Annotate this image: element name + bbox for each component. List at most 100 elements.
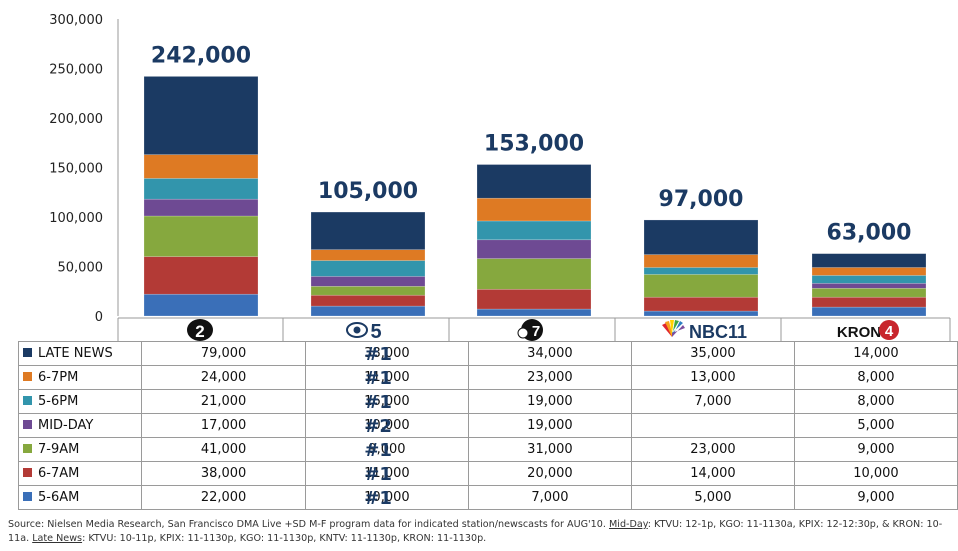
value-cell: 9,000: [793, 437, 958, 462]
value-cell: 8,000: [793, 365, 958, 390]
table-row: 6-7AM 38,000 #1 11,000 20,000 14,000 10,000: [17, 461, 958, 486]
value-cell: 14,000: [630, 461, 795, 486]
legend-label: 5-6PM: [38, 394, 79, 409]
value-cell: 31,000: [467, 437, 632, 462]
legend-cell: MID-DAY: [17, 413, 143, 438]
legend-swatch: [23, 348, 32, 357]
table-row: 5-6PM 21,000 #1 16,000 19,000 7,000 8,000: [17, 389, 958, 414]
value-cell: 16,000: [304, 389, 469, 414]
value-cell: 22,000 #1: [141, 485, 392, 510]
ktvu-logo-icon: 2: [187, 319, 213, 341]
nbc11-logo-icon: NBC11: [662, 320, 747, 342]
value-cell: 24,000 #1: [141, 365, 392, 390]
kron-logo-text: KRON: [837, 324, 881, 341]
legend-swatch: [23, 372, 32, 381]
value-cell: 7,000: [630, 389, 795, 414]
table-row: 5-6AM 22,000 #1 10,000 7,000 5,000 9,000: [17, 485, 958, 510]
bar-segment: [310, 294, 426, 307]
value-cell: 13,000: [630, 365, 795, 390]
midday-label: Mid-Day: [609, 519, 648, 530]
cbs5-logo-icon: 5: [346, 321, 382, 342]
legend-cell: 5-6AM: [17, 485, 143, 510]
value-cell: 19,000: [467, 389, 632, 414]
value-cell: 10,000: [793, 461, 958, 486]
bar-segment: [643, 219, 759, 255]
bar-segment: [643, 267, 759, 275]
value-cell: 8,000: [793, 389, 958, 414]
value-cell: 21,000 #1: [141, 389, 392, 414]
bar-segment: [143, 215, 259, 257]
value-cell: 17,000 #2: [141, 413, 392, 438]
legend-cell: 5-6PM: [17, 389, 143, 414]
value-cell: 34,000: [467, 341, 632, 366]
cell-value: 79,000: [200, 346, 247, 361]
bar-segment: [310, 305, 426, 317]
legend-swatch: [23, 396, 32, 405]
value-cell: 23,000: [630, 437, 795, 462]
bar-segment: [143, 256, 259, 295]
bar-segment: [476, 239, 592, 259]
bar-segment: [310, 211, 426, 250]
cbs5-logo-text: 5: [370, 321, 381, 342]
bar-segment: [310, 249, 426, 261]
bar-total-label: 97,000: [659, 187, 744, 212]
value-cell: 11,000: [304, 365, 469, 390]
y-tick-label: 50,000: [58, 261, 104, 276]
value-cell: 35,000: [630, 341, 795, 366]
value-cell: 10,000: [304, 413, 469, 438]
value-cell: [630, 413, 795, 438]
cell-value: 38,000: [200, 466, 247, 481]
y-tick-label: 300,000: [49, 13, 103, 28]
value-cell: 41,000 #1: [141, 437, 392, 462]
abc7-logo-text: 7: [532, 323, 540, 340]
cell-value: 24,000: [200, 370, 247, 385]
bar-segment: [811, 306, 927, 317]
rank-label: #1: [364, 488, 392, 509]
late-news-label: Late News: [32, 533, 83, 544]
source-text-3: : KTVU: 10-11p, KPIX: 11-1130p, KGO: 11-…: [82, 533, 487, 544]
legend-cell: LATE NEWS: [17, 341, 143, 366]
kron4-logo-icon: KRON 4: [837, 320, 899, 341]
rank-label: #1: [364, 464, 392, 485]
table-row: MID-DAY 17,000 #2 10,000 19,000 5,000: [17, 413, 958, 438]
y-tick-label: 150,000: [49, 162, 103, 177]
bar-segment: [476, 288, 592, 310]
value-cell: 38,000: [304, 341, 469, 366]
bar-segment: [476, 220, 592, 241]
data-table: LATE NEWS 79,000 #1 38,000 34,000 35,000 14,00…: [17, 341, 958, 510]
legend-cell: 7-9AM: [17, 437, 143, 462]
value-cell: 20,000: [467, 461, 632, 486]
cell-value: 22,000: [200, 490, 247, 505]
legend-label: 5-6AM: [38, 490, 80, 505]
table-row: 7-9AM 41,000 #1 9,000 31,000 23,000 9,000: [17, 437, 958, 462]
bar-segment: [476, 197, 592, 222]
legend-swatch: [23, 492, 32, 501]
rank-label: #2: [364, 416, 392, 437]
bar-segment: [811, 287, 927, 298]
y-tick-label: 200,000: [49, 112, 103, 127]
rank-label: #1: [364, 344, 392, 365]
bar-segment: [643, 296, 759, 312]
kron4-logo-text: 4: [885, 323, 894, 340]
rank-label: #1: [364, 392, 392, 413]
legend-cell: 6-7PM: [17, 365, 143, 390]
bar-total-label: 63,000: [827, 221, 912, 246]
value-cell: 38,000 #1: [141, 461, 392, 486]
legend-label: 6-7AM: [38, 466, 80, 481]
bar-segment: [143, 198, 259, 217]
bar-total-label: 105,000: [318, 179, 418, 204]
bar-segment: [310, 276, 426, 287]
value-cell: 23,000: [467, 365, 632, 390]
rank-label: #1: [364, 440, 392, 461]
value-cell: 19,000: [467, 413, 632, 438]
bar-segment: [811, 267, 927, 276]
value-cell: 10,000: [304, 485, 469, 510]
value-cell: 14,000: [793, 341, 958, 366]
bar-total-label: 153,000: [484, 132, 584, 157]
bar-segment: [811, 275, 927, 284]
legend-swatch: [23, 444, 32, 453]
bar-segment: [643, 310, 759, 317]
legend-label: 6-7PM: [38, 370, 79, 385]
y-tick-label: 0: [95, 310, 103, 325]
bar-segment: [310, 260, 426, 277]
